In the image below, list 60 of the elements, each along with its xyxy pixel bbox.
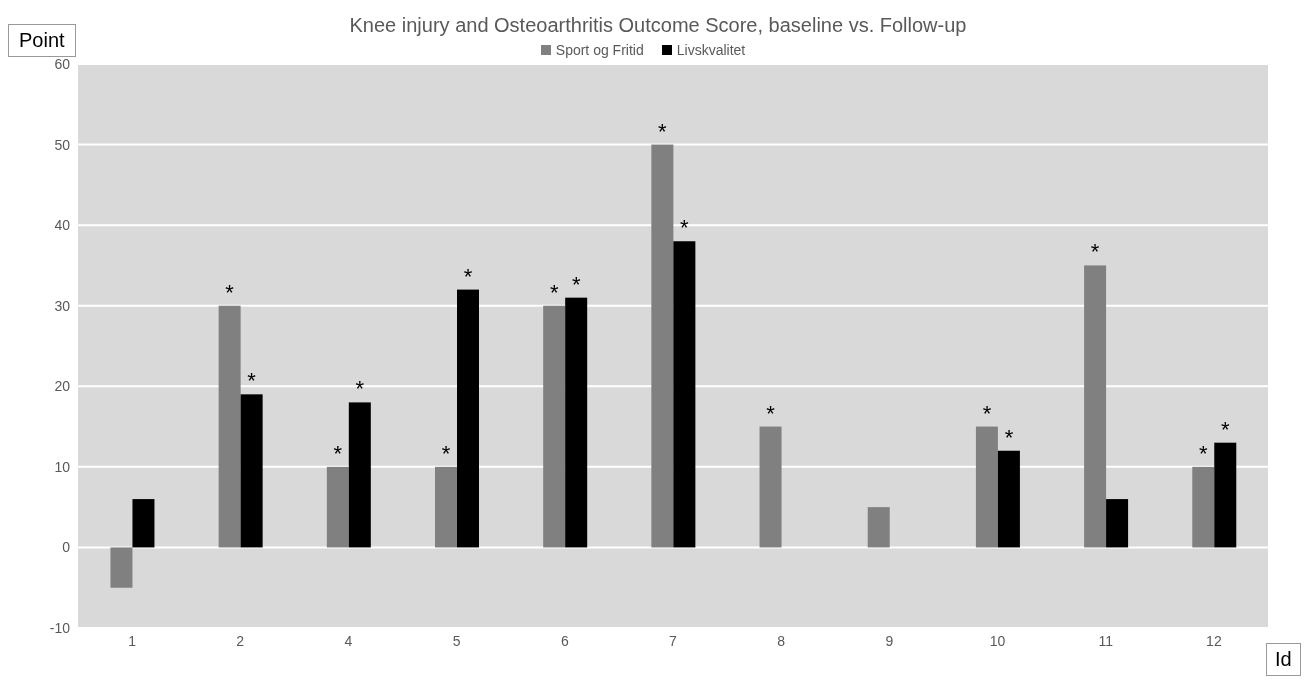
x-tick-label: 1 bbox=[128, 632, 137, 649]
bar bbox=[435, 466, 457, 548]
bar bbox=[457, 289, 479, 548]
bar bbox=[543, 305, 566, 548]
bar bbox=[997, 450, 1020, 548]
x-tick-label: 4 bbox=[344, 632, 353, 649]
legend-label: Livskvalitet bbox=[675, 42, 746, 58]
annotation: * bbox=[766, 400, 776, 426]
x-tick-label: 2 bbox=[236, 632, 245, 649]
annotation: * bbox=[658, 118, 668, 144]
y-tick-label: 10 bbox=[54, 458, 71, 475]
bar bbox=[1214, 442, 1237, 548]
bar bbox=[867, 507, 890, 548]
annotation: * bbox=[355, 376, 365, 402]
y-tick-label: 40 bbox=[54, 217, 71, 234]
y-axis-title: Point bbox=[8, 24, 76, 57]
y-tick-label: 0 bbox=[62, 539, 71, 556]
x-tick-label: 7 bbox=[669, 632, 678, 649]
annotation: * bbox=[571, 271, 581, 297]
x-tick-label: 9 bbox=[885, 632, 894, 649]
bar bbox=[1192, 466, 1215, 548]
legend-label: Sport og Fritid bbox=[554, 42, 644, 58]
annotation: * bbox=[463, 263, 473, 289]
bar bbox=[218, 305, 241, 548]
annotation: * bbox=[225, 279, 235, 305]
bar bbox=[110, 547, 133, 588]
y-tick-label: 60 bbox=[54, 55, 71, 72]
annotation: * bbox=[1220, 416, 1230, 442]
annotation: * bbox=[1090, 239, 1100, 265]
x-tick-label: 8 bbox=[777, 632, 786, 649]
annotation: * bbox=[549, 279, 559, 305]
bar bbox=[1106, 499, 1129, 548]
x-tick-label: 6 bbox=[560, 632, 569, 649]
annotation: * bbox=[1004, 424, 1014, 450]
annotation: * bbox=[441, 440, 451, 466]
bar bbox=[326, 466, 349, 548]
bar bbox=[1084, 265, 1107, 548]
y-tick-label: -10 bbox=[49, 619, 71, 636]
bar bbox=[759, 426, 782, 548]
bar bbox=[673, 241, 696, 548]
bar bbox=[348, 402, 371, 548]
x-tick-label: 12 bbox=[1206, 632, 1222, 649]
y-tick-label: 20 bbox=[54, 378, 71, 395]
bar bbox=[132, 499, 155, 548]
bar bbox=[651, 144, 674, 548]
annotation: * bbox=[680, 215, 690, 241]
x-axis-title: Id bbox=[1266, 643, 1301, 676]
bar bbox=[240, 394, 263, 548]
annotation: * bbox=[247, 368, 257, 394]
x-tick-label: 11 bbox=[1098, 632, 1114, 649]
bar bbox=[975, 426, 998, 548]
annotation: * bbox=[333, 440, 343, 466]
y-tick-label: 50 bbox=[54, 136, 71, 153]
bar bbox=[565, 297, 588, 548]
annotation: * bbox=[1198, 440, 1208, 466]
y-tick-label: 30 bbox=[54, 297, 71, 314]
x-tick-label: 5 bbox=[452, 632, 461, 649]
annotation: * bbox=[982, 400, 992, 426]
chart-title: Knee injury and Osteoarthritis Outcome Score, baseline vs. Follow-up bbox=[349, 14, 967, 36]
x-tick-label: 10 bbox=[989, 632, 1006, 649]
